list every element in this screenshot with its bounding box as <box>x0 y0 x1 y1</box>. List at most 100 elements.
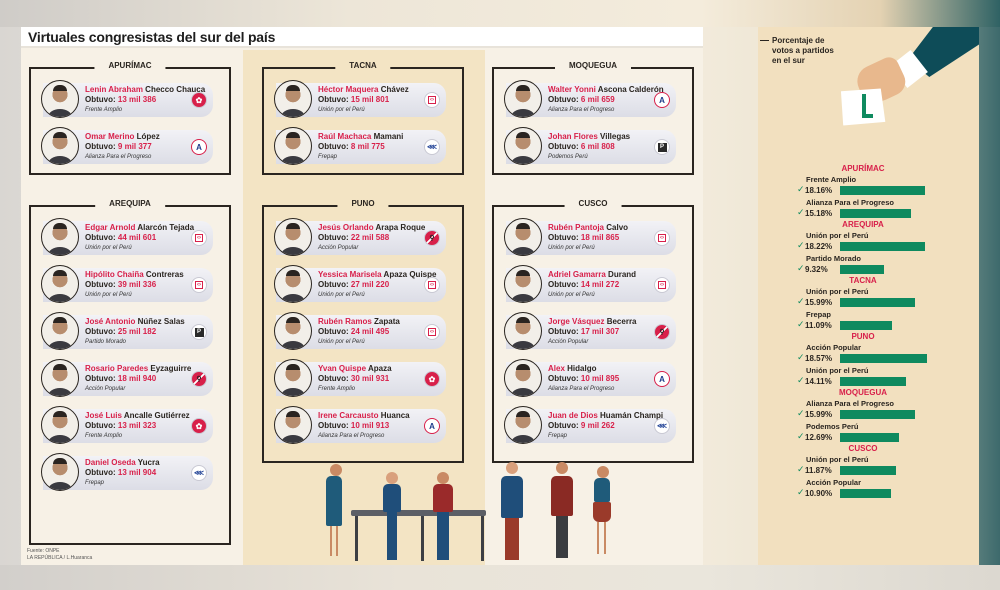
bar-value: 18.16% <box>805 186 833 195</box>
candidate-given-name: Daniel Oseda <box>85 458 136 467</box>
votes-value: 8 mil 775 <box>350 142 385 151</box>
candidate-name: Walter Yonni Ascona Calderón <box>548 85 664 95</box>
candidate-votes: Obtuvo: 13 mil 904 <box>85 468 160 478</box>
votes-prefix: Obtuvo: <box>548 280 579 289</box>
blurred-background-top <box>0 0 1000 27</box>
votes-prefix: Obtuvo: <box>548 142 579 151</box>
frepap-fish-icon: ⋘ <box>191 465 207 481</box>
votes-prefix: Obtuvo: <box>548 421 579 430</box>
votes-value: 10 mil 913 <box>350 421 390 430</box>
candidate-name: Jesús Orlando Arapa Roque <box>318 223 425 233</box>
bar-value: 12.69% <box>805 433 833 442</box>
candidate-card: Alex Hidalgo Obtuvo: 10 mil 895 Alianza … <box>504 359 676 397</box>
candidate-given-name: Juan de Dios <box>548 411 598 420</box>
candidate-surname: Chávez <box>380 85 409 94</box>
votes-value: 44 mil 601 <box>117 233 157 242</box>
bar <box>840 186 925 195</box>
candidate-name: Johan Flores Villegas <box>548 132 630 142</box>
candidate-surname: Arapa Roque <box>375 223 426 232</box>
chart-region-label: AREQUIPA <box>842 220 884 229</box>
candidate-party: Unión por el Perú <box>85 292 132 298</box>
candidate-name: Yvan Quispe Apaza <box>318 364 392 374</box>
bar <box>840 265 884 274</box>
region-moquegua: MOQUEGUA Walter Yonni Ascona Calderón Ob… <box>492 61 694 175</box>
candidate-party: Partido Morado <box>85 339 127 345</box>
app-a-icon: A <box>654 92 670 108</box>
candidate-name: Adriel Gamarra Durand <box>548 270 636 280</box>
chart-bar-row: ✓ 9.32% <box>758 264 979 276</box>
votes-prefix: Obtuvo: <box>85 421 116 430</box>
candidate-photo <box>274 312 312 350</box>
candidate-party: Alianza Para el Progreso <box>85 154 152 160</box>
candidate-card: Jorge Vásquez Becerra Obtuvo: 17 mil 307… <box>504 312 676 350</box>
candidate-name: Omar Merino López <box>85 132 160 142</box>
candidate-card: Rosario Paredes Eyzaguirre Obtuvo: 18 mi… <box>41 359 213 397</box>
upp-icon: ‹› <box>191 230 207 246</box>
candidate-photo <box>504 359 542 397</box>
candidate-party: Unión por el Perú <box>548 245 595 251</box>
candidate-given-name: Irene Carcausto <box>318 411 379 420</box>
candidate-photo <box>504 218 542 256</box>
candidate-given-name: Johan Flores <box>548 132 598 141</box>
bar <box>840 354 927 363</box>
credit-line: LA REPÚBLICA / L.Huaranca <box>27 555 93 561</box>
candidate-card: Rubén Pantoja Calvo Obtuvo: 18 mil 865 U… <box>504 218 676 256</box>
votes-prefix: Obtuvo: <box>318 233 349 242</box>
candidate-surname: Villegas <box>600 132 631 141</box>
bar-value: 18.22% <box>805 242 833 251</box>
source-credit: Fuente: ONPE LA REPÚBLICA / L.Huaranca <box>27 548 92 562</box>
votes-prefix: Obtuvo: <box>318 421 349 430</box>
candidate-name: Héctor Maquera Chávez <box>318 85 409 95</box>
bar <box>840 298 915 307</box>
candidate-votes: Obtuvo: 13 mil 323 <box>85 421 190 431</box>
chart-region-label: MOQUEGUA <box>839 388 887 397</box>
candidate-photo <box>274 218 312 256</box>
candidate-card: Daniel Oseda Yucra Obtuvo: 13 mil 904 Fr… <box>41 453 213 491</box>
chart-party-label: Frente Amplio <box>806 175 857 184</box>
candidate-votes: Obtuvo: 10 mil 913 <box>318 421 410 431</box>
region-puno: PUNO Jesús Orlando Arapa Roque Obtuvo: 2… <box>262 199 464 463</box>
region-label: APURÍMAC <box>94 61 166 70</box>
candidate-votes: Obtuvo: 8 mil 775 <box>318 142 403 152</box>
candidate-photo <box>274 406 312 444</box>
party-bar-chart: APURÍMAC Frente Amplio ✓ 18.16% Alianza Pa… <box>758 164 979 500</box>
votes-prefix: Obtuvo: <box>85 142 116 151</box>
candidate-votes: Obtuvo: 17 mil 307 <box>548 327 637 337</box>
candidate-party: Podemos Perú <box>548 154 588 160</box>
candidate-given-name: José Luis <box>85 411 122 420</box>
check-icon: ✓ <box>797 320 805 330</box>
voting-illustration <box>321 462 651 565</box>
candidate-name: Jorge Vásquez Becerra <box>548 317 637 327</box>
bar <box>840 466 896 475</box>
candidate-votes: Obtuvo: 18 mil 940 <box>85 374 191 384</box>
candidate-party: Unión por el Perú <box>85 245 132 251</box>
candidate-given-name: Héctor Maquera <box>318 85 379 94</box>
region-label: TACNA <box>335 61 391 70</box>
upp-icon: ‹› <box>424 277 440 293</box>
votes-prefix: Obtuvo: <box>318 327 349 336</box>
candidate-given-name: Hipólito Chaiña <box>85 270 144 279</box>
region-label: PUNO <box>337 199 389 208</box>
votes-value: 10 mil 895 <box>580 374 620 383</box>
candidate-surname: Zapata <box>374 317 400 326</box>
votes-value: 27 mil 220 <box>350 280 390 289</box>
votes-prefix: Obtuvo: <box>85 327 116 336</box>
party-percentage-panel: Porcentaje de votos a partidos en el sur… <box>758 27 979 565</box>
votes-prefix: Obtuvo: <box>318 142 349 151</box>
upp-icon: ‹› <box>424 324 440 340</box>
candidate-card: Adriel Gamarra Durand Obtuvo: 14 mil 272… <box>504 265 676 303</box>
candidate-surname: Ascona Calderón <box>597 85 664 94</box>
blurred-background-bottom <box>0 565 1000 590</box>
caption-line: Porcentaje de <box>772 36 825 45</box>
region-label: MOQUEGUA <box>555 61 631 70</box>
check-icon: ✓ <box>797 432 805 442</box>
candidate-photo <box>41 265 79 303</box>
candidate-votes: Obtuvo: 9 mil 262 <box>548 421 663 431</box>
candidate-card: Irene Carcausto Huanca Obtuvo: 10 mil 91… <box>274 406 446 444</box>
votes-prefix: Obtuvo: <box>318 374 349 383</box>
upp-icon: ‹› <box>654 230 670 246</box>
candidate-photo <box>41 218 79 256</box>
candidate-votes: Obtuvo: 15 mil 801 <box>318 95 409 105</box>
votes-prefix: Obtuvo: <box>548 374 579 383</box>
candidate-photo <box>504 265 542 303</box>
